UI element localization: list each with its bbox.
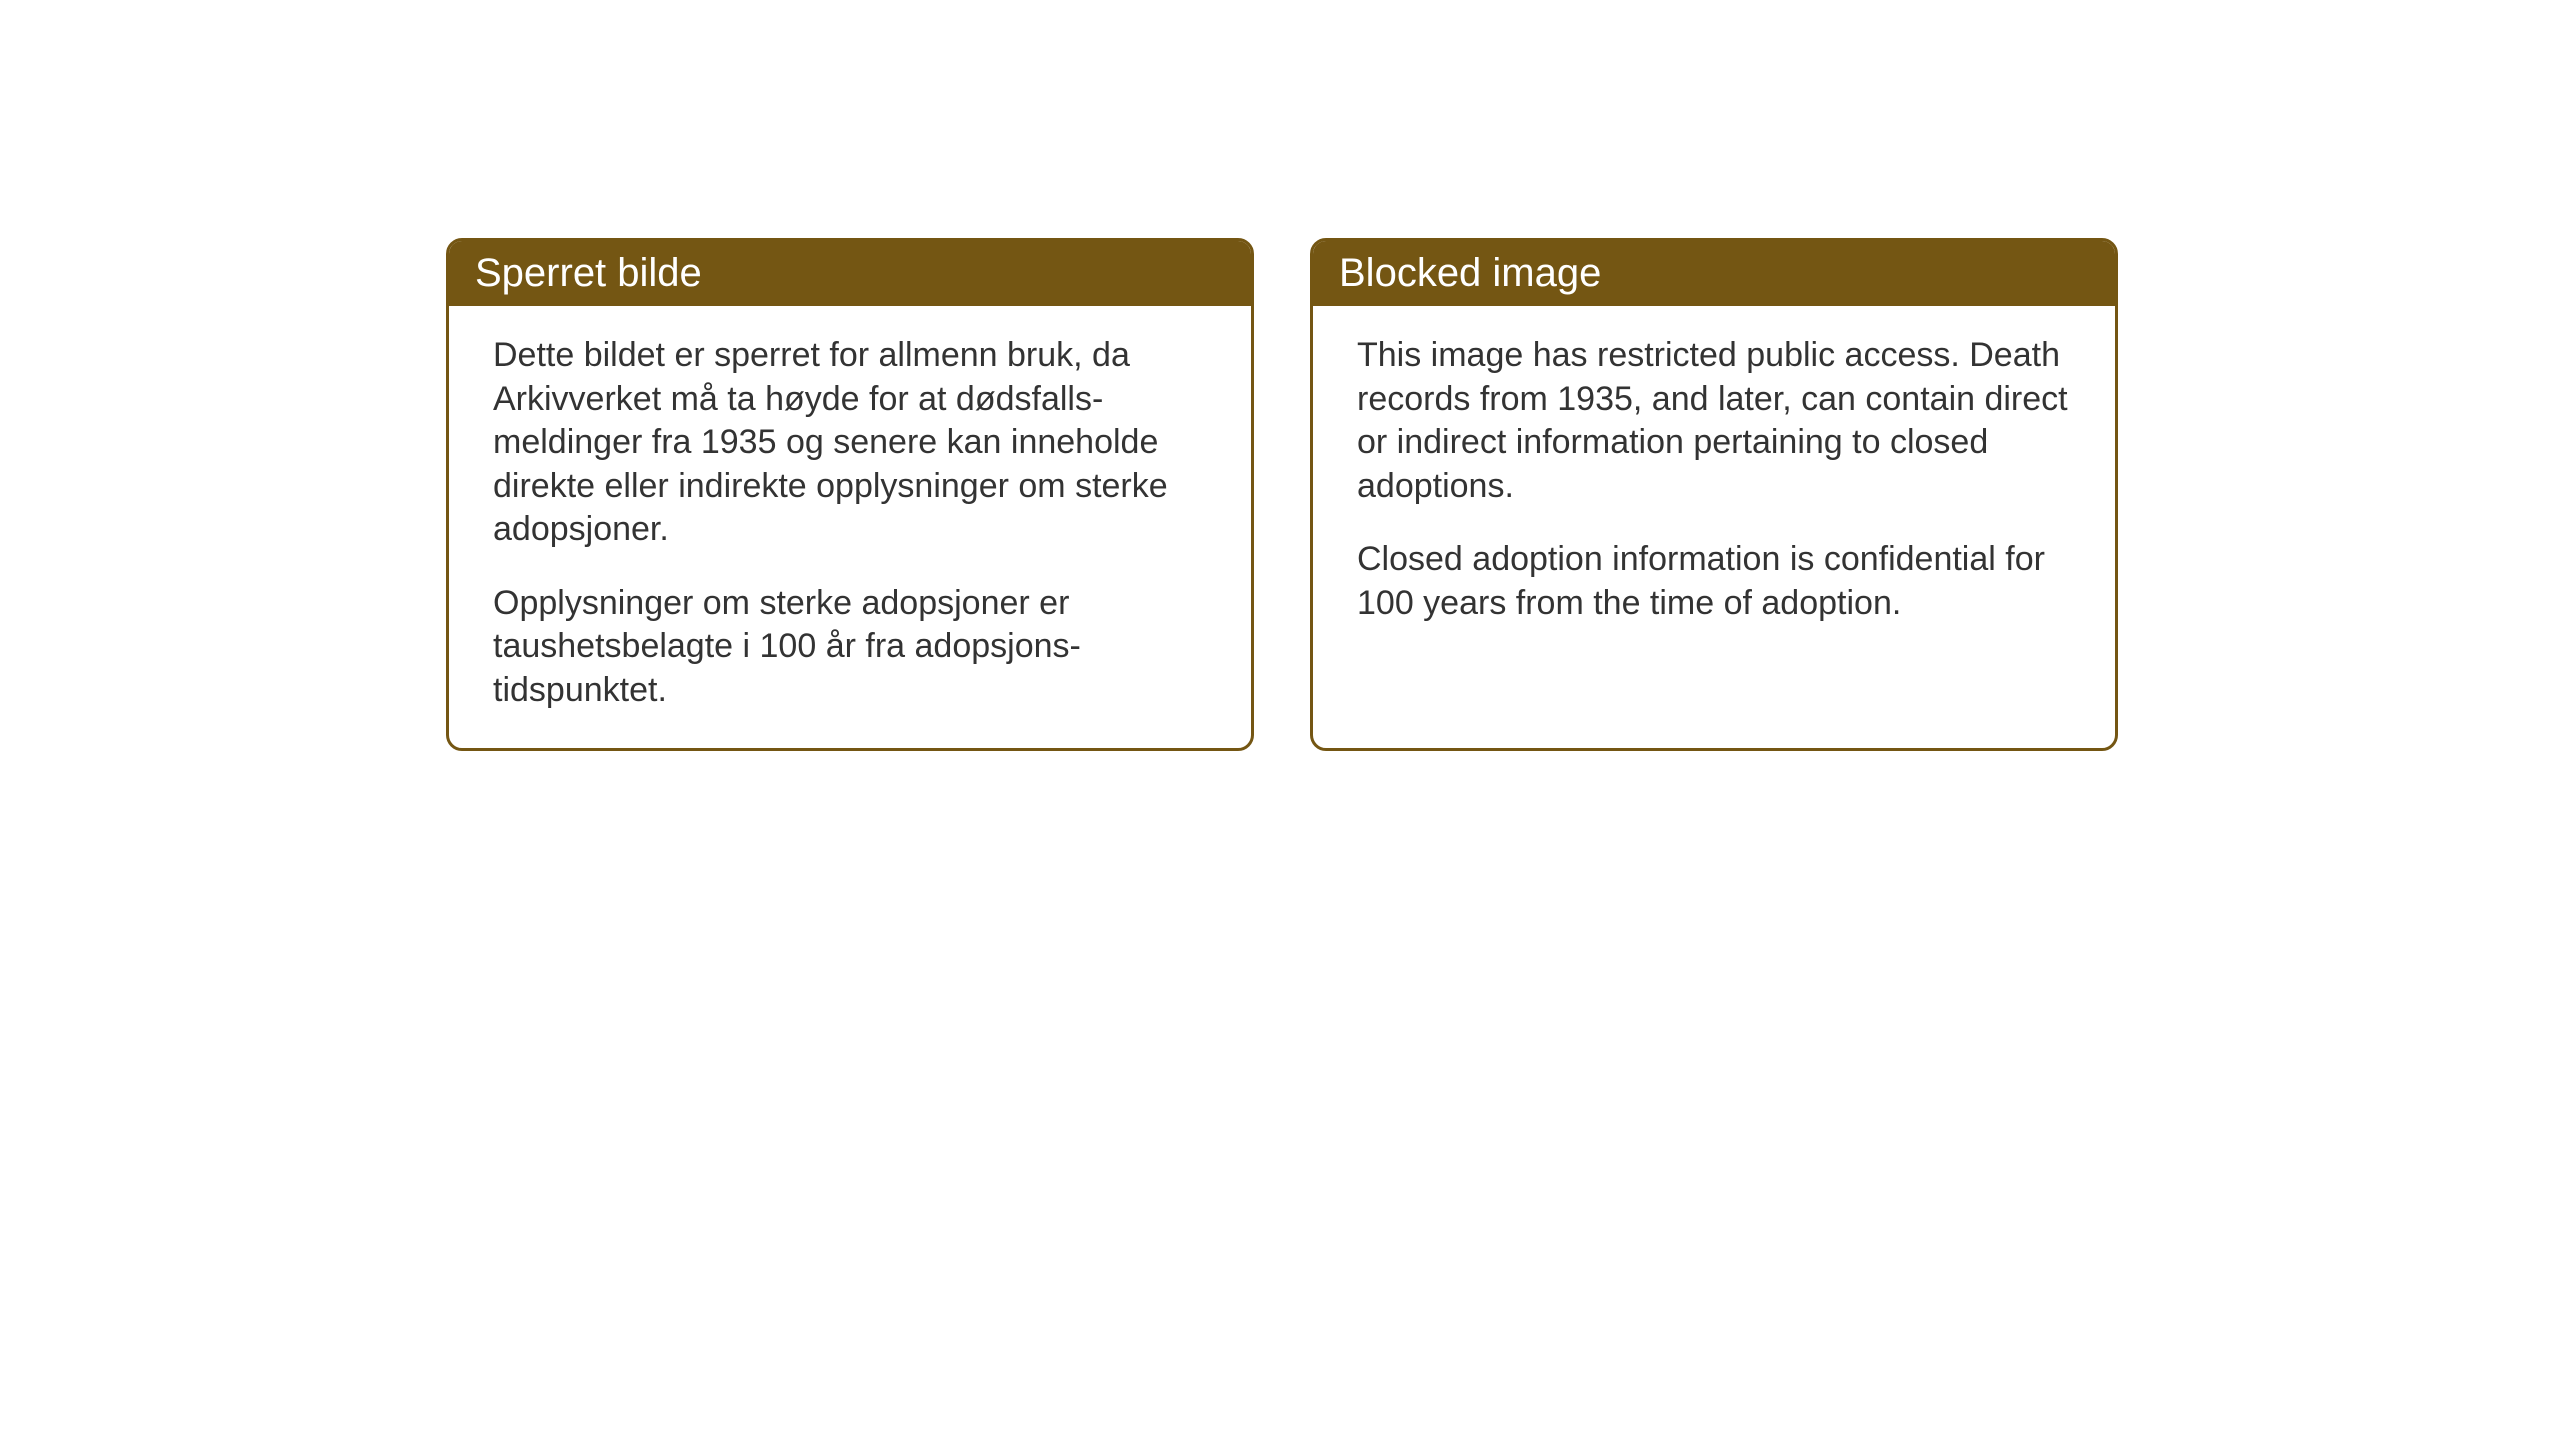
english-paragraph-1: This image has restricted public access.… [1357, 334, 2071, 508]
notice-container: Sperret bilde Dette bildet er sperret fo… [446, 238, 2118, 751]
english-card-body: This image has restricted public access.… [1313, 306, 2115, 661]
english-notice-card: Blocked image This image has restricted … [1310, 238, 2118, 751]
norwegian-paragraph-2: Opplysninger om sterke adopsjoner er tau… [493, 582, 1207, 713]
norwegian-notice-card: Sperret bilde Dette bildet er sperret fo… [446, 238, 1254, 751]
english-paragraph-2: Closed adoption information is confident… [1357, 538, 2071, 625]
norwegian-paragraph-1: Dette bildet er sperret for allmenn bruk… [493, 334, 1207, 552]
norwegian-card-title: Sperret bilde [449, 241, 1251, 306]
english-card-title: Blocked image [1313, 241, 2115, 306]
norwegian-card-body: Dette bildet er sperret for allmenn bruk… [449, 306, 1251, 748]
